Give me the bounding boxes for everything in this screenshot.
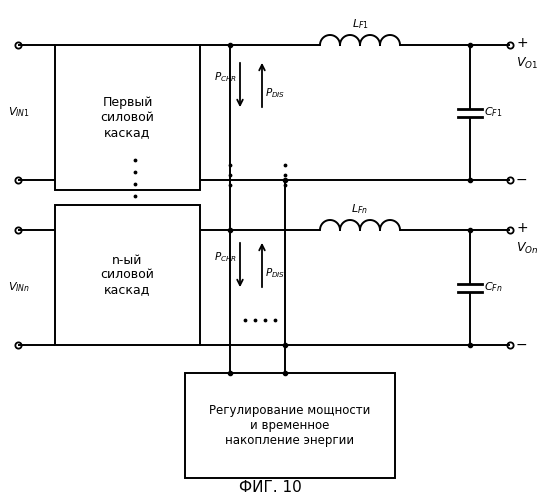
Text: $P_{CHR}$: $P_{CHR}$ <box>214 70 237 84</box>
Text: $V_{INn}$: $V_{INn}$ <box>8 280 30 294</box>
Text: +: + <box>516 221 528 235</box>
Text: −: − <box>516 173 528 187</box>
Text: n-ый
силовой
каскад: n-ый силовой каскад <box>100 254 154 296</box>
Text: $C_{Fn}$: $C_{Fn}$ <box>484 280 503 294</box>
Text: Регулирование мощности
и временное
накопление энергии: Регулирование мощности и временное накоп… <box>210 404 370 447</box>
Text: Первый
силовой
каскад: Первый силовой каскад <box>100 96 154 139</box>
Text: $P_{CHR}$: $P_{CHR}$ <box>214 250 237 264</box>
Bar <box>55 205 200 345</box>
Text: $V_{O1}$: $V_{O1}$ <box>516 56 538 70</box>
Bar <box>55 45 200 190</box>
Text: $C_{F1}$: $C_{F1}$ <box>484 106 503 120</box>
Text: $V_{On}$: $V_{On}$ <box>516 240 538 256</box>
Text: $L_{Fn}$: $L_{Fn}$ <box>352 202 368 216</box>
Text: −: − <box>516 338 528 352</box>
Text: +: + <box>516 36 528 50</box>
Text: $L_{F1}$: $L_{F1}$ <box>352 17 368 31</box>
Text: ФИГ. 10: ФИГ. 10 <box>239 480 301 495</box>
Text: $P_{DIS}$: $P_{DIS}$ <box>265 86 285 100</box>
Bar <box>185 373 395 478</box>
Text: $P_{DIS}$: $P_{DIS}$ <box>265 266 285 280</box>
Text: $V_{IN1}$: $V_{IN1}$ <box>8 106 30 120</box>
